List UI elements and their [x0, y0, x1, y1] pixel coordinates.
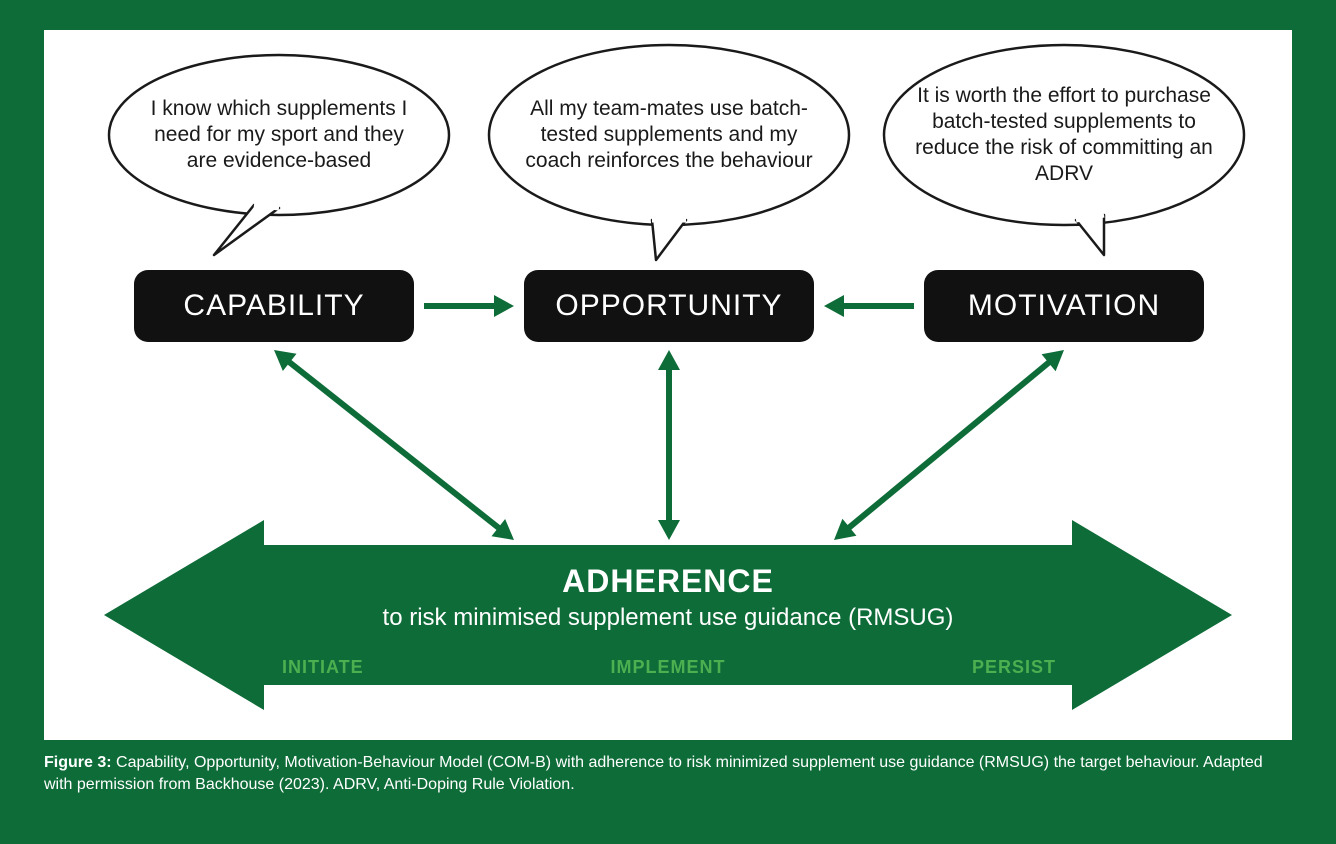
motivation-bubble: It is worth the effort to purchase batch…	[902, 55, 1226, 215]
caption-lead: Figure 3:	[44, 754, 112, 771]
motivation-bubble-text: It is worth the effort to purchase batch…	[902, 83, 1226, 188]
figure-outer: ADHERENCE to risk minimised supplement u…	[0, 0, 1336, 844]
opportunity-box: OPPORTUNITY	[524, 270, 814, 342]
capability-box: CAPABILITY	[134, 270, 414, 342]
caption-text: Capability, Opportunity, Motivation-Beha…	[44, 754, 1263, 793]
figure-caption: Figure 3: Capability, Opportunity, Motiv…	[44, 740, 1292, 795]
figure-panel: ADHERENCE to risk minimised supplement u…	[44, 30, 1292, 740]
motivation-box: MOTIVATION	[924, 270, 1204, 342]
